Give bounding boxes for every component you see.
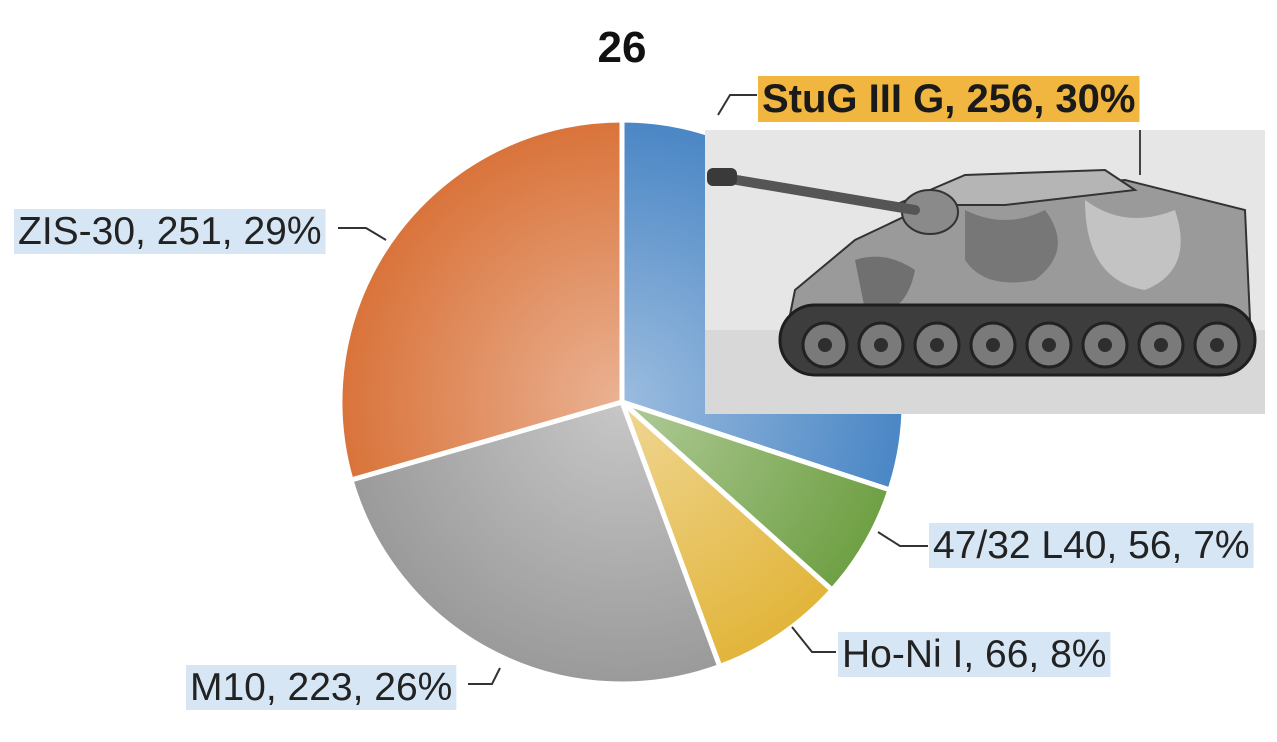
data-label-bg-ho-ni-i (838, 632, 1111, 677)
tank-gun (720, 173, 920, 215)
leader-line-m10 (468, 667, 501, 685)
slice-ho-ni-i (619, 399, 835, 670)
slice-zis-30 (337, 117, 625, 483)
chart-title: 26 (598, 23, 647, 72)
leader-lines (338, 94, 928, 685)
data-label-m10: M10, 223, 26% (190, 666, 452, 709)
tank-photo (705, 130, 1265, 414)
data-label-bg-m10 (186, 665, 457, 710)
data-label-stug-iii-g: StuG III G, 256, 30% (762, 77, 1135, 121)
leader-line-47-32-l40 (877, 531, 928, 547)
data-label-bg-stug-iii-g (758, 76, 1140, 122)
data-labels: StuG III G, 256, 30% 47/32 L40, 56, 7% Ho-… (14, 76, 1254, 710)
data-label-zis-30: ZIS-30, 251, 29% (18, 210, 322, 253)
data-label-47-32-l40: 47/32 L40, 56, 7% (933, 524, 1250, 567)
slice-m10 (348, 399, 723, 687)
data-label-bg-47-32-l40 (929, 523, 1254, 568)
data-label-ho-ni-i: Ho-Ni I, 66, 8% (842, 633, 1106, 676)
leader-line-zis-30 (338, 227, 387, 241)
leader-line-stug-iii-g (717, 94, 757, 116)
data-label-bg-zis-30 (14, 209, 326, 254)
leader-line-ho-ni-i (791, 626, 836, 653)
